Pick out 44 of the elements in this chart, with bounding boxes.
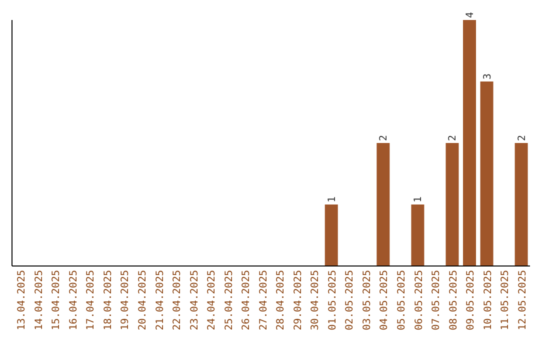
- bar: [324, 204, 338, 266]
- x-tick-label: 17.04.2025: [86, 270, 97, 330]
- x-tick-label: 22.04.2025: [172, 270, 184, 330]
- data-label: 3: [482, 73, 494, 80]
- data-label: 4: [465, 12, 476, 18]
- x-tick-label: 03.05.2025: [362, 270, 373, 330]
- data-label: 1: [413, 196, 424, 202]
- x-tick-label: 18.04.2025: [102, 270, 114, 330]
- x-tick-label: 21.04.2025: [154, 270, 166, 330]
- bar: [514, 143, 528, 266]
- bar: [411, 204, 424, 266]
- bar: [480, 82, 494, 266]
- x-tick-label: 15.04.2025: [51, 270, 62, 330]
- data-label: 2: [378, 134, 390, 141]
- x-tick-label: 26.04.2025: [241, 270, 252, 330]
- x-tick-label: 06.05.2025: [414, 270, 425, 330]
- x-tick-label: 13.04.2025: [16, 270, 28, 330]
- x-tick-label: 16.04.2025: [68, 270, 80, 330]
- bar: [376, 143, 390, 266]
- x-tick-label: 29.04.2025: [292, 270, 304, 330]
- x-tick-label: 30.04.2025: [310, 270, 322, 330]
- bar: [463, 20, 476, 266]
- bar: [446, 143, 459, 266]
- x-tick-label: 25.04.2025: [224, 270, 235, 330]
- x-tick-label: 23.04.2025: [189, 270, 200, 330]
- data-label: 2: [516, 134, 528, 141]
- x-tick-label: 27.04.2025: [258, 270, 270, 330]
- x-tick-label: 11.05.2025: [500, 270, 512, 330]
- x-tick-label: 05.05.2025: [396, 270, 408, 330]
- x-tick-label: 14.04.2025: [34, 270, 45, 330]
- data-label: 1: [326, 196, 338, 202]
- x-tick-label: 07.05.2025: [431, 270, 442, 330]
- x-tick-label: 12.05.2025: [517, 270, 528, 330]
- x-tick-label: 20.04.2025: [138, 270, 148, 330]
- x-tick-label: 02.05.2025: [344, 270, 356, 330]
- x-tick-label: 28.04.2025: [276, 270, 287, 330]
- x-tick-label: 19.04.2025: [120, 270, 132, 330]
- x-tick-label: 04.05.2025: [379, 270, 390, 330]
- x-tick-label: 01.05.2025: [327, 270, 338, 330]
- data-label: 2: [448, 134, 459, 141]
- x-tick-label: 08.05.2025: [448, 270, 460, 330]
- x-tick-label: 24.04.2025: [206, 270, 218, 330]
- x-tick-label: 09.05.2025: [466, 270, 477, 330]
- x-tick-label: 10.05.2025: [482, 270, 494, 330]
